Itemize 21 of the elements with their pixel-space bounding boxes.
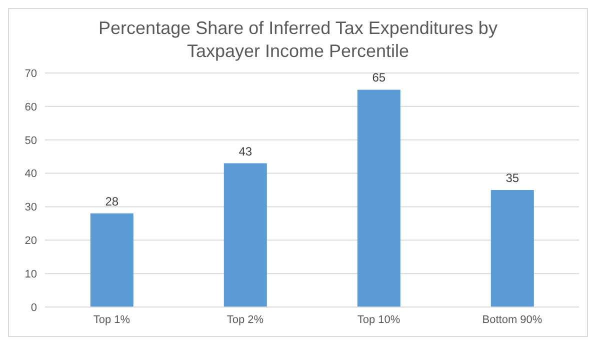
y-tick-label: 30	[24, 202, 37, 214]
x-tick-label: Bottom 90%	[482, 314, 542, 326]
y-tick-label: 10	[24, 268, 37, 280]
bar	[224, 163, 267, 307]
data-label: 35	[506, 171, 520, 185]
data-label: 65	[372, 70, 386, 85]
x-tick-label: Top 1%	[93, 314, 130, 326]
y-tick-label: 0	[30, 302, 37, 314]
data-label: 28	[105, 194, 119, 208]
x-tick-label: Top 2%	[226, 314, 264, 326]
x-tick-label: Top 10%	[357, 314, 400, 326]
chart-title: Percentage Share of Inferred Tax Expenditures by Taxpayer Income Percentile	[98, 17, 498, 63]
y-tick-label: 70	[24, 68, 37, 80]
y-tick-label: 60	[24, 101, 37, 114]
y-tick-label: 20	[24, 235, 37, 248]
bar	[90, 213, 134, 307]
bar	[357, 90, 400, 307]
bar	[490, 190, 534, 307]
y-tick-label: 50	[24, 134, 37, 147]
data-label: 43	[238, 144, 252, 158]
y-tick-label: 40	[24, 168, 37, 180]
